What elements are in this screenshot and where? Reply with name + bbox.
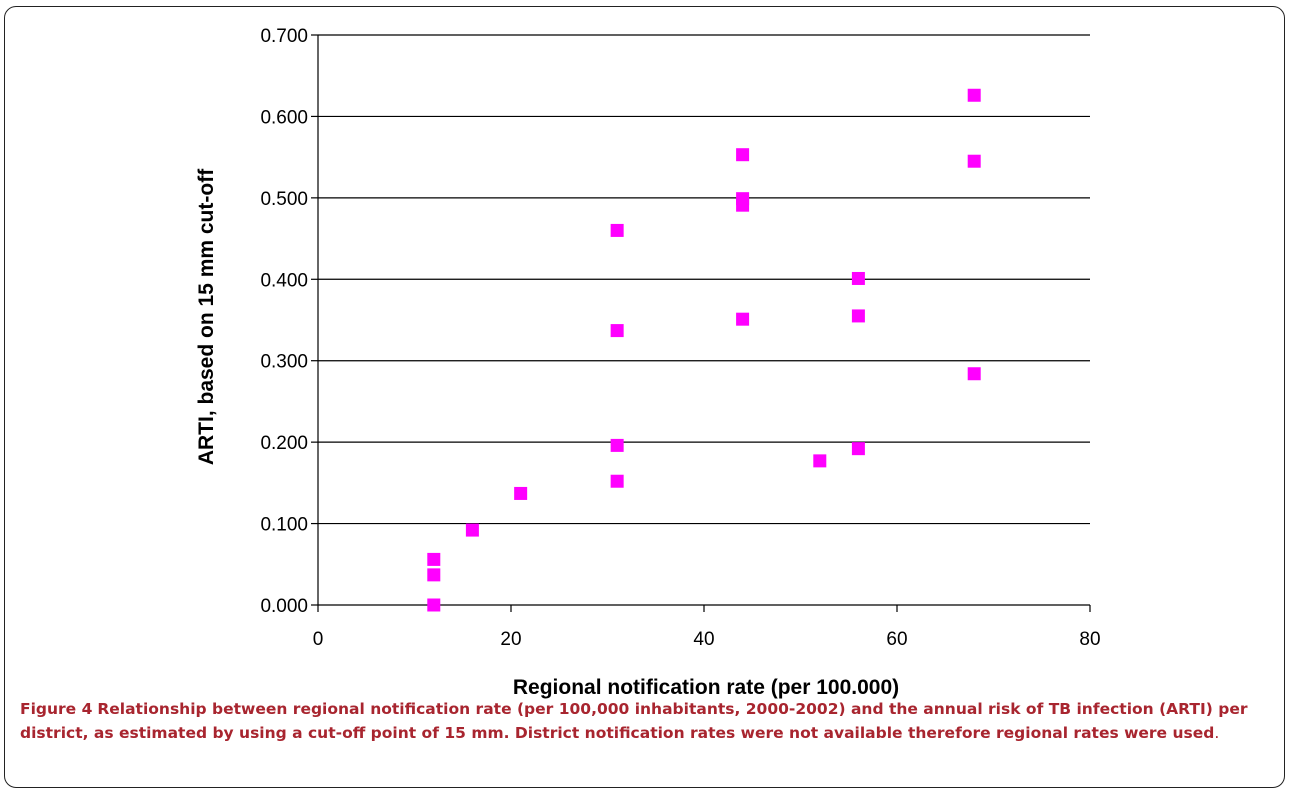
x-tick-label: 40 — [693, 629, 714, 650]
x-axis-label: Regional notification rate (per 100.000) — [513, 676, 899, 699]
data-point — [514, 486, 528, 500]
y-tick-label: 0.100 — [260, 515, 308, 536]
y-tick-label: 0.500 — [260, 189, 308, 210]
caption-label: Figure 4 — [20, 700, 93, 718]
data-point — [967, 367, 981, 381]
data-point — [813, 454, 827, 468]
data-point — [427, 552, 441, 566]
y-tick-label: 0.000 — [260, 596, 308, 617]
x-tick-labels: 0 20 40 60 80 — [313, 629, 1101, 650]
data-point — [610, 324, 624, 338]
y-tick-label: 0.300 — [260, 352, 308, 373]
data-point — [736, 312, 750, 326]
figure-frame — [4, 6, 1285, 788]
y-tick-label: 0.400 — [260, 270, 308, 291]
data-point — [967, 88, 981, 102]
data-points — [427, 88, 981, 612]
x-tick-label: 20 — [500, 629, 521, 650]
y-tick-labels: 0.000 0.100 0.200 0.300 0.400 0.500 0.600 0.700 — [260, 26, 308, 617]
data-point — [427, 598, 441, 612]
data-point — [851, 442, 865, 456]
data-point — [736, 198, 750, 212]
data-point — [610, 474, 624, 488]
caption-text: Relationship between regional notificati… — [20, 700, 1248, 742]
y-axis-label: ARTI, based on 15 mm cut-off — [195, 168, 218, 465]
y-tick-label: 0.200 — [260, 433, 308, 454]
y-tick-label: 0.700 — [260, 26, 308, 47]
scatter-chart: 0.000 0.100 0.200 0.300 0.400 0.500 0.600 0.700… — [195, 26, 1101, 699]
data-point — [465, 523, 479, 537]
caption-end: . — [1214, 724, 1220, 742]
figure-caption: Figure 4 Relationship between regional n… — [20, 697, 1275, 745]
grid-lines — [318, 34, 1090, 525]
axes — [311, 34, 1091, 612]
data-point — [851, 309, 865, 323]
data-point — [427, 568, 441, 582]
data-point — [851, 271, 865, 285]
data-point — [610, 223, 624, 237]
data-point — [736, 148, 750, 162]
x-tick-label: 60 — [886, 629, 907, 650]
x-tick-label: 80 — [1079, 629, 1100, 650]
data-point — [610, 438, 624, 452]
y-tick-label: 0.600 — [260, 107, 308, 128]
x-tick-label: 0 — [313, 629, 324, 650]
data-point — [967, 154, 981, 168]
